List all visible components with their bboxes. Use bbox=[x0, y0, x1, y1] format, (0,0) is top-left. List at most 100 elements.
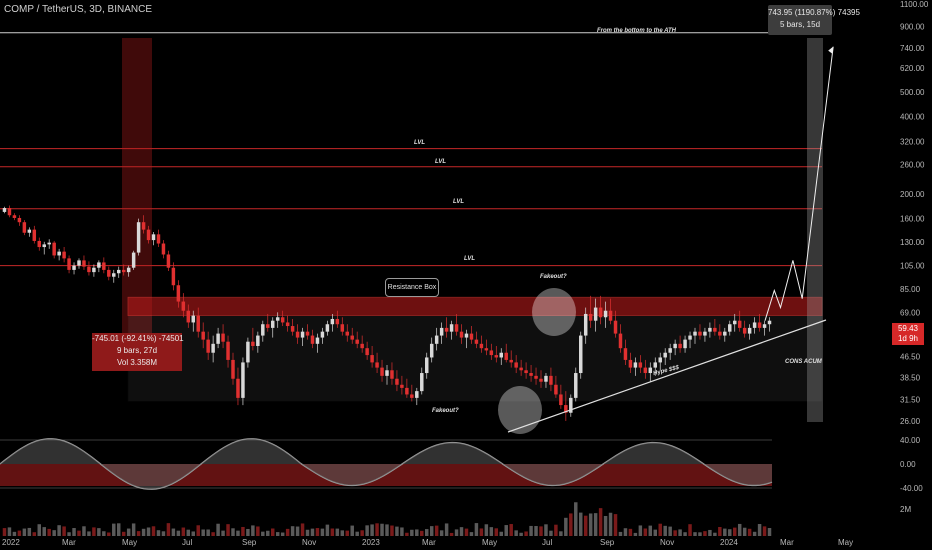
candle-body-74 bbox=[370, 355, 374, 363]
candle-body-64 bbox=[320, 331, 325, 338]
y-tick-6: 320.00 bbox=[900, 137, 925, 146]
candle-body-130 bbox=[648, 367, 653, 374]
candle-body-104 bbox=[519, 367, 523, 371]
candle-body-103 bbox=[514, 362, 518, 368]
volume-bar-9 bbox=[47, 528, 51, 536]
y-tick-11: 105.00 bbox=[900, 262, 925, 271]
volume-bar-143 bbox=[713, 532, 717, 536]
candle-body-45 bbox=[226, 341, 230, 360]
candle-body-107 bbox=[534, 375, 538, 379]
candle-body-81 bbox=[405, 387, 409, 395]
candle-body-150 bbox=[747, 327, 752, 334]
candle-body-42 bbox=[211, 343, 215, 353]
candle-body-85 bbox=[425, 357, 429, 374]
candle-body-135 bbox=[673, 343, 677, 349]
candle-body-143 bbox=[713, 327, 717, 332]
volume-bar-47 bbox=[236, 530, 240, 536]
volume-bar-32 bbox=[161, 531, 166, 536]
x-tick-11: Nov bbox=[660, 538, 674, 547]
candle-body-12 bbox=[62, 251, 66, 259]
volume-bar-77 bbox=[385, 524, 389, 536]
candle-body-126 bbox=[628, 359, 633, 368]
volume-bar-54 bbox=[271, 528, 275, 536]
y-tick-13: 69.00 bbox=[900, 308, 921, 317]
volume-bar-116 bbox=[579, 512, 583, 536]
volume-bar-123 bbox=[613, 514, 618, 536]
candle-body-124 bbox=[618, 333, 623, 349]
candle-body-141 bbox=[703, 331, 707, 336]
candle-body-95 bbox=[474, 339, 479, 344]
candle-body-73 bbox=[365, 348, 369, 356]
volume-bar-154 bbox=[767, 528, 772, 536]
volume-bar-79 bbox=[395, 526, 399, 536]
x-tick-7: Mar bbox=[422, 538, 436, 547]
candle-body-92 bbox=[459, 331, 464, 338]
candle-body-120 bbox=[598, 307, 603, 318]
volume-bar-21 bbox=[107, 532, 111, 536]
candle-body-23 bbox=[117, 269, 121, 274]
projection-path bbox=[764, 46, 834, 321]
volume-bar-151 bbox=[752, 531, 757, 536]
candle-body-128 bbox=[638, 362, 643, 368]
lvl-label-4: LVL bbox=[414, 140, 426, 146]
crash-highlight bbox=[122, 38, 152, 338]
candle-body-18 bbox=[92, 267, 96, 273]
candle-body-79 bbox=[395, 378, 399, 385]
x-tick-5: Nov bbox=[302, 538, 316, 547]
volume-bar-148 bbox=[737, 523, 742, 536]
candle-body-38 bbox=[191, 315, 195, 323]
osc-tick-2: -40.00 bbox=[900, 484, 923, 493]
volume-bar-142 bbox=[708, 529, 712, 536]
candle-body-72 bbox=[360, 343, 364, 349]
candle-body-132 bbox=[658, 357, 662, 363]
volume-bar-2 bbox=[12, 531, 17, 536]
x-tick-13: Mar bbox=[780, 538, 794, 547]
y-tick-2: 740.00 bbox=[900, 44, 925, 53]
volume-bar-33 bbox=[166, 523, 171, 536]
candle-body-113 bbox=[564, 405, 568, 413]
volume-bar-119 bbox=[593, 513, 598, 536]
volume-bar-73 bbox=[365, 525, 369, 536]
volume-bar-109 bbox=[544, 524, 548, 536]
y-tick-16: 38.50 bbox=[900, 373, 921, 382]
candle-body-33 bbox=[166, 254, 171, 268]
volume-bar-69 bbox=[345, 530, 349, 536]
candle-body-94 bbox=[469, 333, 474, 340]
candle-body-69 bbox=[345, 331, 349, 336]
volume-bar-130 bbox=[648, 525, 653, 536]
volume-bar-103 bbox=[514, 530, 518, 536]
measure-tooltip: 743.95 (1190.87%) 74395 5 bars, 15d bbox=[768, 5, 860, 35]
candle-body-71 bbox=[355, 339, 359, 344]
volume-bar-112 bbox=[559, 531, 563, 536]
x-tick-3: Jul bbox=[182, 538, 192, 547]
candle-body-10 bbox=[52, 242, 56, 256]
volume-bar-75 bbox=[375, 523, 379, 536]
volume-bar-12 bbox=[62, 526, 66, 536]
candle-body-129 bbox=[643, 367, 648, 374]
volume-bar-94 bbox=[469, 532, 474, 536]
volume-bar-11 bbox=[57, 525, 61, 536]
candle-body-34 bbox=[171, 267, 176, 286]
volume-bar-20 bbox=[102, 531, 106, 536]
candle-body-60 bbox=[300, 331, 305, 338]
candle-body-115 bbox=[574, 373, 578, 398]
volume-bar-111 bbox=[554, 524, 558, 536]
volume-bar-134 bbox=[668, 526, 672, 536]
candle-body-25 bbox=[126, 267, 131, 273]
candle-body-37 bbox=[186, 310, 191, 323]
volume-bar-23 bbox=[117, 523, 121, 536]
volume-bar-139 bbox=[693, 532, 697, 536]
candle-body-131 bbox=[653, 362, 657, 368]
candle-body-153 bbox=[762, 324, 767, 328]
volume-bar-25 bbox=[126, 528, 131, 536]
volume-bar-17 bbox=[87, 531, 91, 536]
y-tick-8: 200.00 bbox=[900, 190, 925, 199]
y-tick-9: 160.00 bbox=[900, 215, 925, 224]
candle-body-13 bbox=[67, 258, 71, 270]
candle-body-3 bbox=[17, 217, 22, 223]
volume-bar-108 bbox=[539, 526, 543, 536]
candle-body-21 bbox=[107, 269, 111, 277]
candle-body-70 bbox=[350, 335, 354, 340]
candle-body-32 bbox=[161, 243, 166, 255]
